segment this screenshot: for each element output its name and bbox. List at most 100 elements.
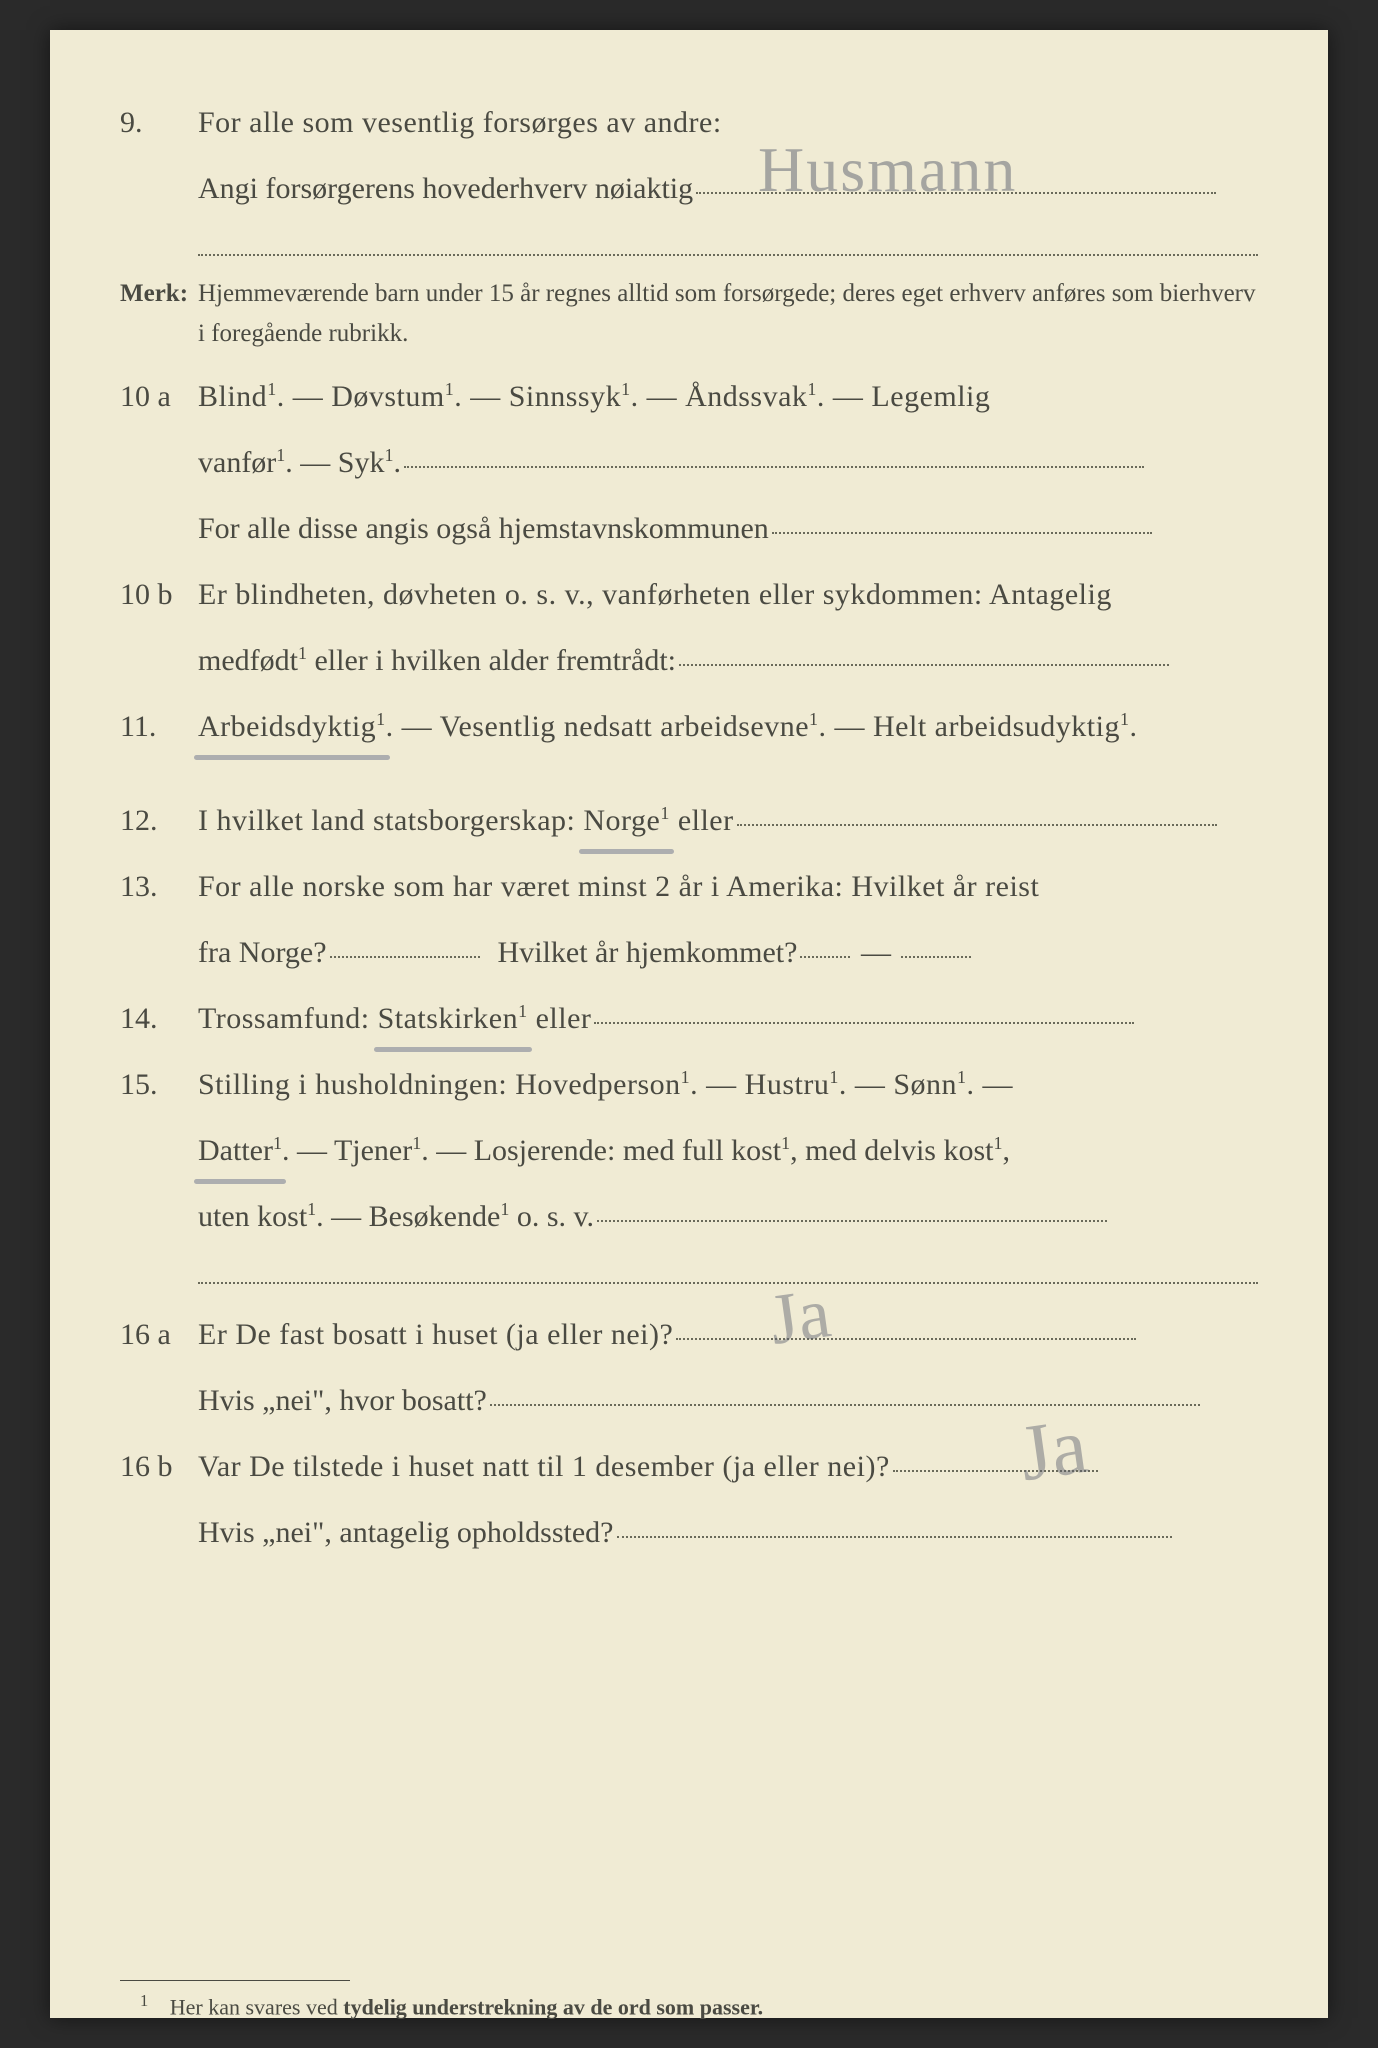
q15-tjener: Tjener [334, 1134, 412, 1167]
q16a-fill-2[interactable] [490, 1404, 1200, 1406]
q10a: 10 a Blind1. — Døvstum1. — Sinnssyk1. — … [120, 370, 1258, 424]
merk-text: Hjemmeværende barn under 15 år regnes al… [198, 274, 1258, 354]
sep: . — [454, 380, 509, 413]
q16b-fill-2[interactable] [617, 1536, 1172, 1538]
q12-body: I hvilket land statsborgerskap: Norge1 e… [198, 794, 1258, 848]
q14-eller: eller [528, 1002, 592, 1035]
sep: . — [690, 1068, 745, 1101]
footnote-rule [120, 1980, 350, 1981]
q15-line2: Datter1. — Tjener1. — Losjerende: med fu… [198, 1124, 1258, 1178]
q16b-number: 16 b [120, 1440, 198, 1494]
q10b-medfodt: medfødt [198, 644, 298, 677]
footnote-text-a: Her kan svares ved [170, 1994, 344, 2019]
q13-fill-3[interactable] [901, 956, 971, 958]
q9-number: 9. [120, 96, 198, 150]
q15-osv: o. s. v. [509, 1200, 594, 1233]
q15-fill-2[interactable] [198, 1256, 1258, 1284]
q15-line1: Stilling i husholdningen: Hovedperson1. … [198, 1058, 1258, 1112]
sep: . — [421, 1134, 474, 1167]
q9: 9. For alle som vesentlig forsørges av a… [120, 96, 1258, 150]
q13-number: 13. [120, 860, 198, 914]
opt-blind: Blind [198, 380, 267, 413]
q14-stats: Statskirken [378, 1002, 519, 1035]
q10a-line3: For alle disse angis også hjemstavnskomm… [198, 502, 1258, 556]
census-form-page: 9. For alle som vesentlig forsørges av a… [50, 30, 1328, 2018]
q16b-line2: Hvis „nei", antagelig opholdssted? [198, 1506, 1258, 1560]
q11-arbeidsdyktig-underlined: Arbeidsdyktig1 [198, 700, 386, 754]
q16a-line1: Er De fast bosatt i huset (ja eller nei)… [198, 1308, 1258, 1362]
q9-fill-line-2[interactable] [198, 228, 1258, 256]
sep: . — [817, 380, 872, 413]
q14-number: 14. [120, 992, 198, 1046]
q16a-text: Er De fast bosatt i huset (ja eller nei)… [198, 1318, 673, 1351]
q16a: 16 a Er De fast bosatt i huset (ja eller… [120, 1308, 1258, 1362]
sep: . — [631, 380, 686, 413]
q10a-line1: Blind1. — Døvstum1. — Sinnssyk1. — Åndss… [198, 370, 1258, 424]
q16b-line1: Var De tilstede i huset natt til 1 desem… [198, 1440, 1258, 1494]
q11: 11. Arbeidsdyktig1. — Vesentlig nedsatt … [120, 700, 1258, 754]
q10b-rest: eller i hvilken alder fremtrådt: [307, 644, 676, 677]
q12-prefix: I hvilket land statsborgerskap: [198, 804, 583, 837]
q15-hoved: Stilling i husholdningen: Hovedperson [198, 1068, 681, 1101]
q16a-line2-text: Hvis „nei", hvor bosatt? [198, 1384, 487, 1417]
q10b-fill[interactable] [679, 664, 1169, 666]
q15-besok: Besøkende [369, 1200, 501, 1233]
q12-number: 12. [120, 794, 198, 848]
q9-line2-text: Angi forsørgerens hovederhverv nøiaktig [198, 172, 693, 205]
q10b: 10 b Er blindheten, døvheten o. s. v., v… [120, 568, 1258, 622]
sep: . — [282, 1134, 334, 1167]
q13-hjem: Hvilket år hjemkommet? [498, 936, 798, 969]
q13-line2: fra Norge? Hvilket år hjemkommet? — [198, 926, 1258, 980]
merk-label: Merk: [120, 274, 198, 314]
q13-fill-2[interactable] [800, 956, 850, 958]
q10b-number: 10 b [120, 568, 198, 622]
q11-number: 11. [120, 700, 198, 754]
q12-norge: Norge [583, 804, 660, 837]
q14-statskirken-underlined: Statskirken1 [378, 992, 528, 1046]
q16a-fill[interactable] [676, 1338, 1136, 1340]
q15-hustru: Hustru [745, 1068, 830, 1101]
q12: 12. I hvilket land statsborgerskap: Norg… [120, 794, 1258, 848]
q14-fill[interactable] [594, 1022, 1134, 1024]
q11-b: Vesentlig nedsatt arbeidsevne [440, 710, 809, 743]
q11-a: Arbeidsdyktig [198, 710, 376, 743]
q9-line1: For alle som vesentlig forsørges av andr… [198, 96, 1258, 150]
footnote-text-b: tydelig understrekning av de ord som pas… [343, 1994, 763, 2019]
q12-norge-underlined: Norge1 [583, 794, 669, 848]
q13-line1: For alle norske som har været minst 2 år… [198, 860, 1258, 914]
q15-sonn: Sønn [893, 1068, 957, 1101]
q10a-fill-2[interactable] [772, 532, 1152, 534]
q10a-line2: vanfør1. — Syk1. [198, 436, 1258, 490]
q15-number: 15. [120, 1058, 198, 1112]
q10b-line2: medfødt1 eller i hvilken alder fremtrådt… [198, 634, 1258, 688]
q15-datter: Datter [198, 1134, 273, 1167]
sep: . — [316, 1200, 369, 1233]
q12-fill[interactable] [737, 824, 1217, 826]
q15-delvis: med delvis kost [805, 1134, 993, 1167]
footnote: 1 Her kan svares ved tydelig understrekn… [140, 1991, 1258, 2020]
q10a-number: 10 a [120, 370, 198, 424]
opt-sinnssyk: Sinnssyk [509, 380, 621, 413]
q16b-line2-text: Hvis „nei", antagelig opholdssted? [198, 1516, 614, 1549]
q12-eller: eller [670, 804, 734, 837]
q15-datter-underlined: Datter1 [198, 1124, 282, 1178]
sep: . — [839, 1068, 894, 1101]
q16a-line2: Hvis „nei", hvor bosatt? [198, 1374, 1258, 1428]
q16b-text: Var De tilstede i huset natt til 1 desem… [198, 1450, 890, 1483]
opt-dovstum: Døvstum [331, 380, 445, 413]
q9-handwritten: Husmann [758, 112, 1017, 227]
opt-legemlig: Legemlig [871, 380, 990, 413]
q11-c: Helt arbeidsudyktig [873, 710, 1120, 743]
footnote-number: 1 [140, 1991, 148, 2010]
q15-uten: uten kost [198, 1200, 307, 1233]
q13-fill-1[interactable] [330, 956, 480, 958]
q10b-line1: Er blindheten, døvheten o. s. v., vanfør… [198, 568, 1258, 622]
opt-syk: Syk [338, 446, 385, 479]
q15-fill[interactable] [597, 1220, 1107, 1222]
q14-prefix: Trossamfund: [198, 1002, 378, 1035]
q15-line3: uten kost1. — Besøkende1 o. s. v. [198, 1190, 1258, 1244]
q10a-fill[interactable] [404, 466, 1144, 468]
q15-losjer: Losjerende: med full kost [474, 1134, 781, 1167]
opt-vanfor: vanfør [198, 446, 276, 479]
q10a-line3-text: For alle disse angis også hjemstavnskomm… [198, 512, 769, 545]
